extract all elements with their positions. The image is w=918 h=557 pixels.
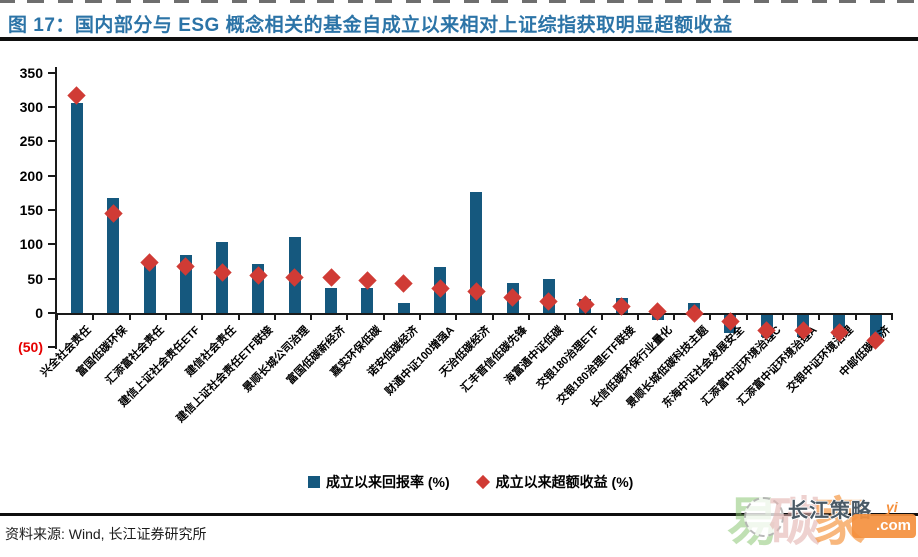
x-tick [346,313,349,320]
bar [397,302,410,313]
x-tick [92,313,95,320]
bar-swatch-icon [308,476,320,488]
x-tick [56,313,58,320]
bar [70,103,83,313]
source-note: 资料来源: Wind, 长江证券研究所 [5,526,207,542]
title-divider [0,37,918,41]
legend-return-label: 成立以来回报率 (%) [326,474,450,490]
x-tick [854,313,857,320]
y-tick [48,346,55,349]
bar [325,287,338,313]
excess-return-diamond [394,274,413,293]
x-tick [527,313,530,320]
bar [107,198,120,313]
y-axis-label: 250 [19,133,43,150]
legend-item-return: 成立以来回报率 (%) [308,472,450,492]
x-tick [745,313,748,320]
y-axis-label: 50 [27,270,43,287]
y-tick [48,277,55,280]
bar [470,192,483,313]
x-tick [891,313,893,320]
x-tick [455,313,458,320]
chart-legend: 成立以来回报率 (%) 成立以来超额收益 (%) [308,472,633,492]
x-tick [491,313,494,320]
y-axis-label: 150 [19,201,43,218]
x-tick [128,313,131,320]
y-axis-label: 200 [19,167,43,184]
x-tick [419,313,422,320]
excess-return-diamond [321,268,341,288]
watermark-stamp-icon [744,497,784,537]
excess-return-diamond [358,270,377,290]
bar [143,264,156,313]
figure-title: 图 17：国内部分与 ESG 概念相关的基金自成立以来相对上证综指获取明显超额收… [8,15,733,36]
diamond-swatch-icon [475,474,490,490]
y-tick [48,71,55,74]
x-tick [818,313,821,320]
y-axis-label: 0 [35,305,43,321]
y-axis-label: 300 [19,98,43,115]
watermark-com-badge: .com [852,514,916,538]
x-tick [600,313,603,320]
legend-item-excess: 成立以来超额收益 (%) [475,472,634,492]
x-tick [164,313,167,320]
y-tick [48,140,55,143]
x-tick [782,313,785,320]
footer-divider [0,513,918,516]
x-tick [564,313,567,320]
y-tick [48,208,55,211]
x-tick [201,313,204,320]
y-tick [48,174,55,177]
x-tick [310,313,313,320]
x-tick [237,313,240,320]
legend-excess-label: 成立以来超额收益 (%) [495,474,634,490]
x-tick [709,313,712,320]
y-tick [48,243,55,246]
x-tick [636,313,639,320]
watermark-overlay-text: 长江策略 [788,500,872,522]
y-tick [48,312,55,314]
y-axis-label: 350 [19,64,43,81]
x-tick [382,313,385,320]
excess-return-diamond [67,86,87,105]
watermark-yi-text: yi [886,499,898,515]
y-axis-label: 100 [19,236,43,253]
y-tick [48,105,55,108]
watermark-char-tan: 碳 [769,494,822,552]
x-tick [273,313,276,320]
y-axis-label: (50) [18,339,43,356]
y-axis-line [55,67,57,349]
bar [361,288,374,313]
x-tick [673,313,676,320]
cropped-text-artifact [0,0,918,3]
x-axis-line [55,313,892,315]
